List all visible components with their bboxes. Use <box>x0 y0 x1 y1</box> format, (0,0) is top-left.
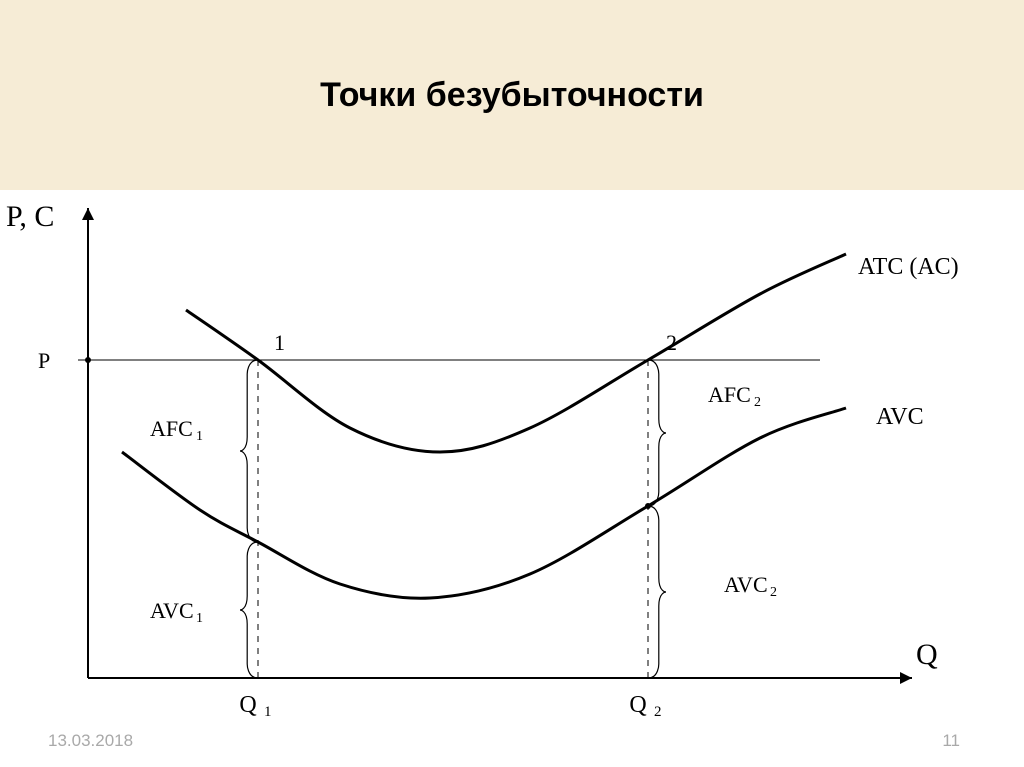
svg-text:1: 1 <box>264 704 272 717</box>
footer: 13.03.2018 11 <box>0 731 1024 753</box>
svg-text:AVC: AVC <box>876 404 924 430</box>
q-tick-q1: Q1 <box>239 692 271 717</box>
title-band: Точки безубыточности <box>0 0 1024 190</box>
brace-label-afc2: AFC2 <box>708 382 761 410</box>
svg-text:P: P <box>38 348 50 373</box>
svg-text:2: 2 <box>654 704 662 717</box>
brace-afc1 <box>240 360 258 542</box>
svg-text:AFC: AFC <box>150 416 193 441</box>
brace-label-afc1: AFC1 <box>150 416 203 444</box>
svg-text:2: 2 <box>666 330 677 355</box>
brace-label-avc2: AVC2 <box>724 572 777 600</box>
svg-text:2: 2 <box>754 395 761 410</box>
footer-page-number: 11 <box>942 731 960 751</box>
svg-text:1: 1 <box>196 611 203 626</box>
svg-text:Q: Q <box>239 692 256 717</box>
brace-avc1 <box>240 542 258 678</box>
svg-text:AVC: AVC <box>150 598 194 623</box>
svg-text:Q: Q <box>916 638 938 671</box>
svg-text:Q: Q <box>629 692 646 717</box>
footer-date: 13.03.2018 <box>48 731 133 751</box>
slide-title: Точки безубыточности <box>320 76 704 115</box>
avc-curve <box>122 408 846 598</box>
svg-text:P, C: P, C <box>6 200 54 233</box>
svg-text:AFC: AFC <box>708 382 751 407</box>
brace-avc2 <box>648 506 666 678</box>
svg-text:2: 2 <box>770 585 777 600</box>
chart-area: P, CQPATC (AC)AVC12Q1Q2AFC1AVC1AFC2AVC2 <box>0 190 1024 717</box>
q-tick-q2: Q2 <box>629 692 661 717</box>
brace-label-avc1: AVC1 <box>150 598 203 626</box>
slide: Точки безубыточности P, CQPATC (AC)AVC12… <box>0 0 1024 767</box>
svg-text:1: 1 <box>274 330 285 355</box>
atc-curve <box>186 254 846 452</box>
svg-text:ATC (AC): ATC (AC) <box>858 254 959 280</box>
brace-afc2 <box>648 360 666 506</box>
chart-svg: P, CQPATC (AC)AVC12Q1Q2AFC1AVC1AFC2AVC2 <box>0 190 1024 717</box>
svg-text:AVC: AVC <box>724 572 768 597</box>
svg-text:1: 1 <box>196 429 203 444</box>
